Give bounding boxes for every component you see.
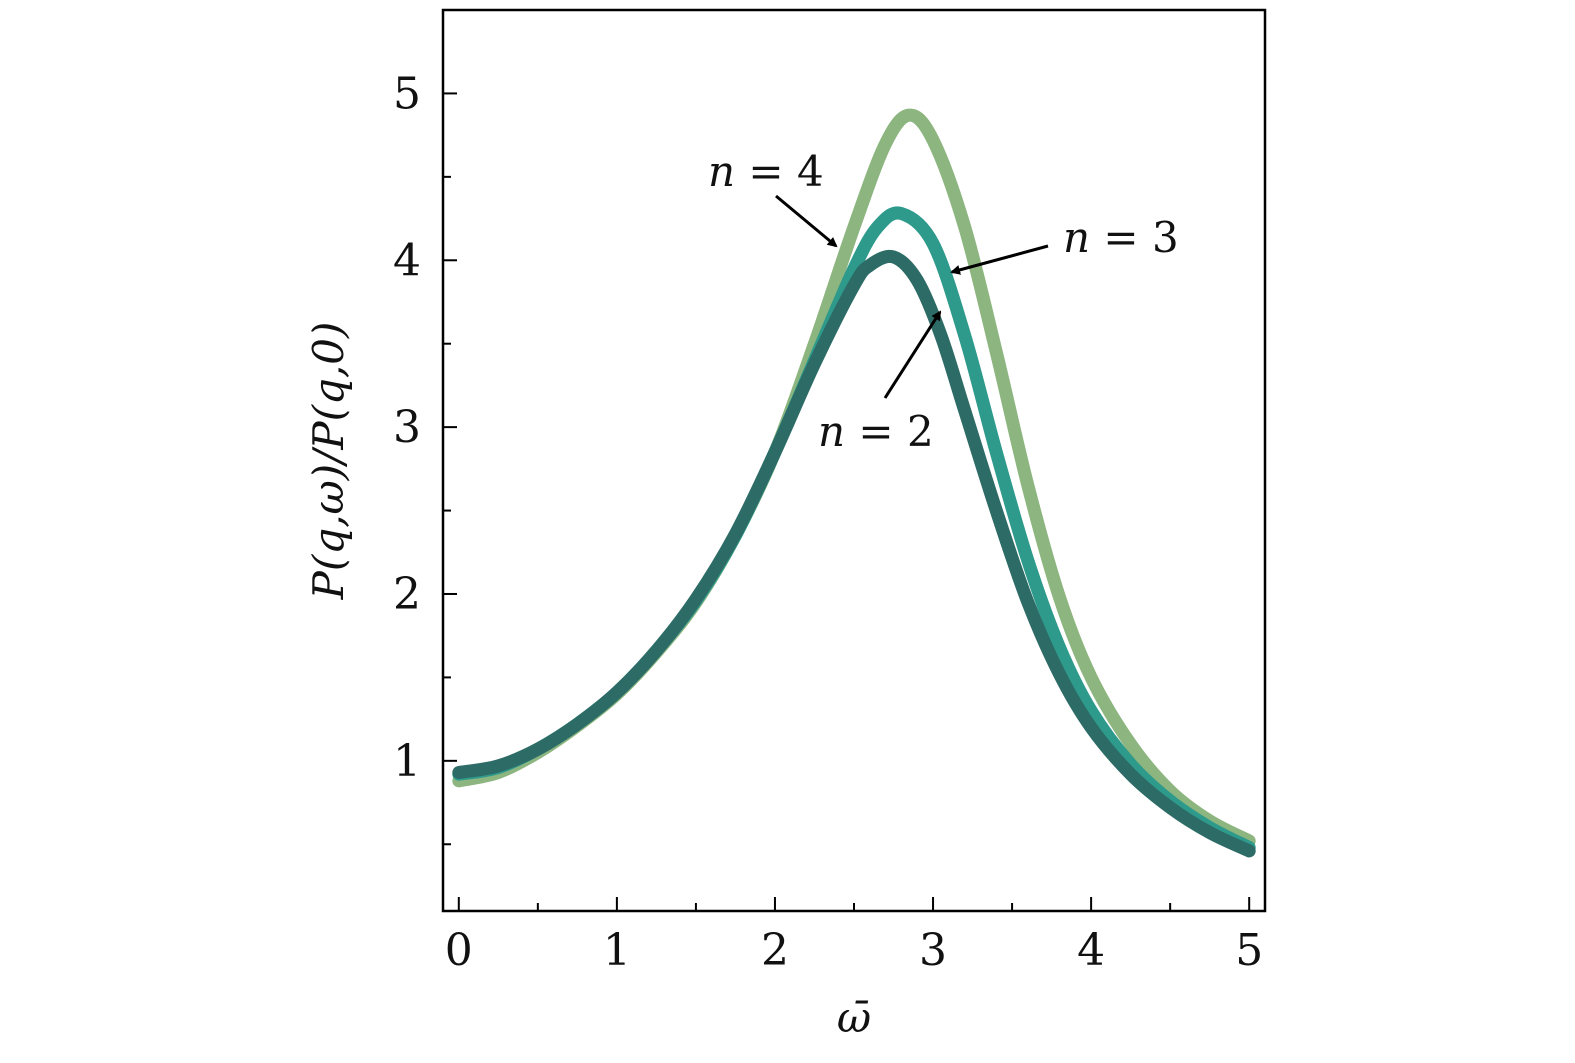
x-tick-label: 0 (445, 925, 473, 976)
annotation-label: n = 2 (818, 407, 934, 456)
annotation-layer: n = 4 n = 3 n = 2 (708, 147, 1179, 456)
annotation-arrow (950, 244, 1049, 275)
annotation-arrow (883, 310, 942, 399)
x-tick-label: 2 (761, 925, 789, 976)
x-tick-label: 4 (1077, 925, 1105, 976)
y-axis-label: P(q,ω)/P(q,0) (304, 322, 353, 601)
x-tick-label: 3 (919, 925, 947, 976)
tick-layer: 0 1 2 3 4 5 1 2 3 4 5 (393, 68, 1263, 976)
series-layer (452, 108, 1256, 858)
y-tick-label: 4 (393, 235, 421, 286)
x-tick-label: 5 (1235, 925, 1263, 976)
y-tick-label: 1 (393, 736, 421, 787)
y-tick-label: 3 (393, 402, 421, 453)
x-axis-label: ω̄ (837, 993, 871, 1042)
x-tick-label: 1 (603, 925, 631, 976)
annotation-label: n = 3 (1063, 213, 1179, 262)
annotation-label: n = 4 (708, 147, 824, 196)
y-tick-label: 5 (393, 68, 421, 119)
annotation-arrow (775, 194, 838, 248)
series-line-3 (452, 249, 1256, 858)
y-tick-label: 2 (393, 569, 421, 620)
